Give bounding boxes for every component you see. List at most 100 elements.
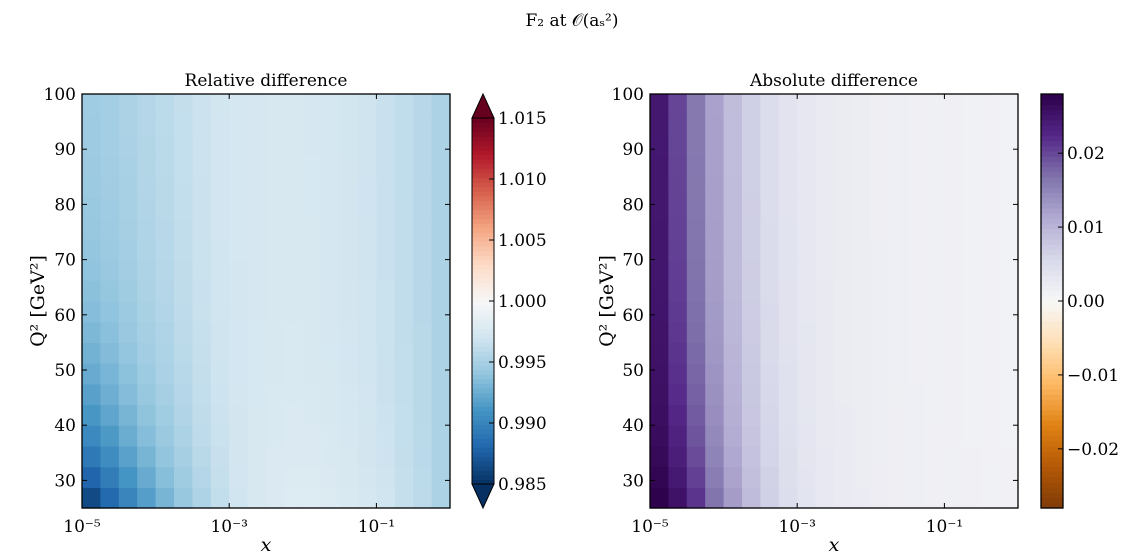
heatmap-cell <box>852 259 872 281</box>
heatmap-cell <box>100 197 120 219</box>
colorbar-segment <box>1041 368 1063 375</box>
heatmap-cell <box>650 404 669 426</box>
heatmap-cell <box>742 135 761 157</box>
colorbar-segment <box>472 456 494 462</box>
heatmap-cell <box>137 197 157 219</box>
heatmap-cell <box>321 487 341 509</box>
colorbar-segment <box>472 415 494 421</box>
heatmap-cell <box>650 94 669 116</box>
heatmap-cell <box>668 280 688 302</box>
heatmap-cell <box>705 342 725 364</box>
heatmap-cell <box>907 135 927 157</box>
heatmap-cell <box>174 487 193 509</box>
heatmap-cell <box>358 301 377 323</box>
heatmap-cell <box>889 176 909 199</box>
colorbar-segment <box>472 369 494 375</box>
heatmap-cell <box>339 238 359 261</box>
colorbar-segment <box>1041 114 1063 121</box>
y-tick-label: 90 <box>54 140 76 160</box>
heatmap-cell <box>870 280 890 302</box>
heatmap-cell <box>926 156 945 178</box>
heatmap-cell <box>889 383 909 406</box>
heatmap-cell <box>155 445 175 468</box>
heatmap-cell <box>137 135 157 157</box>
heatmap-cell <box>705 114 725 136</box>
heatmap-cell <box>944 445 964 468</box>
heatmap-cell <box>723 94 743 116</box>
heatmap-cell <box>944 487 964 509</box>
heatmap-cell <box>650 487 669 509</box>
heatmap-cell <box>723 301 743 323</box>
heatmap-cell <box>284 466 304 488</box>
heatmap-cell <box>210 94 230 116</box>
heatmap-cell <box>321 218 341 240</box>
heatmap-cell <box>284 114 304 136</box>
heatmap-cell <box>962 176 982 199</box>
heatmap-cell <box>907 487 927 509</box>
heatmap-cell <box>852 363 872 385</box>
colorbar-segment <box>1041 482 1063 488</box>
heatmap-cell <box>155 197 175 219</box>
heatmap-cell <box>394 445 414 468</box>
heatmap-cell <box>686 114 706 136</box>
heatmap-cell <box>944 342 964 364</box>
heatmap-cell <box>137 445 157 468</box>
heatmap-cell <box>907 156 927 178</box>
heatmap-cell <box>797 259 817 281</box>
heatmap-cell <box>797 114 817 136</box>
heatmap-cell <box>926 259 945 281</box>
heatmap-cell <box>210 176 230 199</box>
heatmap-cell <box>834 301 853 323</box>
heatmap-cell <box>852 487 872 509</box>
heatmap-cell <box>981 321 1001 343</box>
heatmap-cell <box>742 218 761 240</box>
heatmap-cell <box>760 94 780 116</box>
heatmap-cell <box>174 280 193 302</box>
heatmap-cell <box>174 425 193 447</box>
y-tick-label: 40 <box>54 416 76 436</box>
heatmap-cell <box>907 383 927 406</box>
heatmap-cell <box>247 197 267 219</box>
heatmap-cell <box>118 176 138 199</box>
heatmap-cell <box>760 135 780 157</box>
heatmap-cell <box>907 114 927 136</box>
heatmap-cell <box>229 114 249 136</box>
heatmap-cell <box>686 321 706 343</box>
heatmap-cell <box>100 94 120 116</box>
colorbar-segment <box>1041 249 1063 256</box>
heatmap-cell <box>778 466 798 488</box>
heatmap-cell <box>778 301 798 323</box>
heatmap-cell <box>358 197 377 219</box>
heatmap-cell <box>907 363 927 385</box>
heatmap-cell <box>229 466 249 488</box>
heatmap-cell <box>339 94 359 116</box>
heatmap-cell <box>155 259 175 281</box>
heatmap-cell <box>174 156 193 178</box>
left-y-axis-label: Q² [GeV²] <box>27 255 49 347</box>
heatmap-cell <box>431 425 451 447</box>
heatmap-cell <box>926 135 945 157</box>
heatmap-cell <box>650 259 669 281</box>
heatmap-cell <box>650 301 669 323</box>
heatmap-cell <box>192 321 212 343</box>
heatmap-cell <box>192 487 212 509</box>
colorbar-segment <box>472 296 494 302</box>
heatmap-cell <box>174 363 193 385</box>
heatmap-cell <box>668 342 688 364</box>
colorbar-segment <box>1041 399 1063 406</box>
heatmap-cell <box>686 176 706 199</box>
right-y-ticks: 30 40 50 60 70 80 90 100 <box>612 85 1018 491</box>
heatmap-cell <box>870 238 890 261</box>
heatmap-cell <box>155 114 175 136</box>
heatmap-cell <box>981 404 1001 426</box>
heatmap-cell <box>668 445 688 468</box>
heatmap-cell <box>284 321 304 343</box>
heatmap-cell <box>870 321 890 343</box>
heatmap-cell <box>210 238 230 261</box>
heatmap-cell <box>137 94 157 116</box>
absolute-difference-panel: Absolute difference 30 40 50 60 70 80 90 100 10… <box>596 71 1119 554</box>
heatmap-cell <box>431 135 451 157</box>
heatmap-cell <box>686 280 706 302</box>
colorbar-segment <box>472 291 494 298</box>
heatmap-cell <box>118 466 138 488</box>
